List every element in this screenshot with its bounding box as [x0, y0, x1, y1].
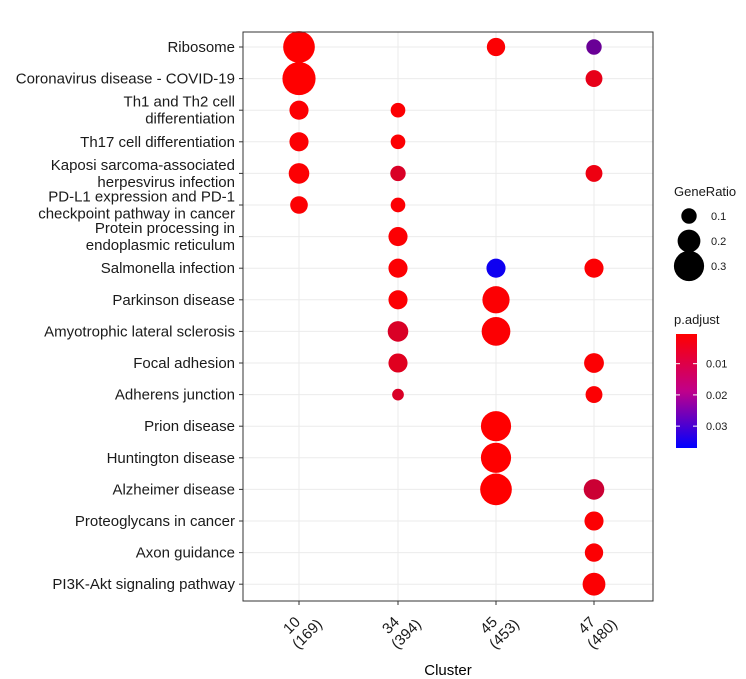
y-tick-label: Focal adhesion: [133, 355, 235, 372]
dot-ribosome-45: [486, 37, 506, 57]
y-tick-label: PI3K-Akt signaling pathway: [52, 576, 235, 593]
y-tick-label-line: Prion disease: [144, 418, 235, 435]
dot-th1th2-34: [390, 102, 406, 118]
dot-kaposi-34: [390, 165, 406, 182]
dot-pdl1-34: [390, 197, 406, 213]
y-tick-label-line: Axon guidance: [136, 545, 235, 562]
color-legend-label: 0.01: [706, 359, 727, 371]
y-tick-label-line: Kaposi sarcoma-associated: [51, 157, 235, 174]
y-tick-label-line: Th17 cell differentiation: [80, 134, 235, 151]
y-tick-label: Th17 cell differentiation: [80, 134, 235, 151]
dot-covid-10: [282, 62, 316, 96]
size-legend-key: [681, 208, 697, 224]
dot-th17-10: [289, 132, 309, 152]
dot-ribosome-10: [283, 31, 315, 63]
dot-parkinson-45: [482, 286, 510, 314]
y-tick-label: Prion disease: [144, 418, 235, 435]
dot-adherens-47: [585, 386, 603, 404]
dot-salmonella-34: [388, 258, 408, 278]
y-tick-label-line: checkpoint pathway in cancer: [38, 206, 235, 223]
dot-alzheimer-45: [480, 473, 512, 506]
dot-proteoglycans-47: [584, 511, 604, 531]
y-tick-label-line: Parkinson disease: [112, 292, 235, 309]
dot-axon-47: [584, 543, 604, 562]
color-legend-label: 0.03: [706, 421, 727, 433]
y-tick-label-line: Salmonella infection: [101, 260, 235, 277]
data-points: [282, 31, 606, 596]
size-legend-key: [673, 250, 705, 282]
color-legend-label: 0.02: [706, 390, 727, 402]
y-tick-label-line: Focal adhesion: [133, 355, 235, 372]
y-tick-label: Alzheimer disease: [112, 481, 235, 498]
dot-parkinson-34: [388, 290, 408, 310]
y-tick-label: Salmonella infection: [101, 260, 235, 277]
y-tick-label-line: Proteoglycans in cancer: [75, 513, 235, 530]
y-tick-label-line: differentiation: [145, 111, 235, 128]
dot-prion-45: [480, 411, 512, 442]
dot-als-45: [481, 317, 511, 346]
dot-alzheimer-47: [583, 479, 605, 500]
y-tick-label-line: PI3K-Akt signaling pathway: [52, 576, 235, 593]
size-legend-key: [677, 229, 701, 253]
y-tick-label: PD-L1 expression and PD-1 checkpoint path…: [38, 189, 235, 223]
y-tick-label: Protein processing in endoplasmic reticul…: [86, 220, 235, 254]
size-legend-title: GeneRatio: [674, 184, 736, 199]
dot-pi3k-47: [582, 572, 606, 596]
dot-pdl1-10: [290, 196, 308, 214]
size-legend-label: 0.3: [711, 261, 726, 273]
y-tick-label-line: Ribosome: [167, 39, 235, 56]
y-tick-label-line: Protein processing in: [95, 220, 235, 237]
y-tick-label-line: herpesvirus infection: [97, 174, 235, 191]
y-tick-label: Axon guidance: [136, 545, 235, 562]
y-tick-label: Th1 and Th2 cell differentiation: [124, 94, 235, 128]
dot-covid-47: [585, 70, 603, 88]
y-tick-label: Coronavirus disease - COVID-19: [16, 71, 235, 88]
y-tick-label-line: Alzheimer disease: [112, 481, 235, 498]
y-tick-label-line: Adherens junction: [115, 387, 235, 404]
y-tick-label-line: PD-L1 expression and PD-1: [48, 189, 235, 206]
dot-kaposi-47: [585, 164, 603, 182]
dot-salmonella-45: [486, 258, 506, 278]
y-tick-label: Proteoglycans in cancer: [75, 513, 235, 530]
y-tick-label-line: Amyotrophic lateral sclerosis: [44, 323, 235, 340]
size-legend-label: 0.2: [711, 236, 726, 248]
dot-adherens-34: [392, 388, 404, 401]
dot-salmonella-47: [584, 258, 604, 278]
y-tick-label: Adherens junction: [115, 387, 235, 404]
dot-huntington-45: [480, 442, 512, 473]
y-tick-label-line: Th1 and Th2 cell: [124, 94, 235, 111]
y-tick-label: Huntington disease: [107, 450, 235, 467]
color-legend-bar: [676, 334, 697, 448]
dot-focal-47: [584, 353, 604, 373]
x-axis-title: Cluster: [424, 662, 472, 679]
dot-th17-34: [390, 134, 406, 150]
size-legend-label: 0.1: [711, 211, 726, 223]
y-tick-label-line: Huntington disease: [107, 450, 235, 467]
dot-focal-34: [388, 353, 408, 373]
dot-kaposi-10: [288, 163, 310, 184]
plot-panel-border: [242, 31, 654, 602]
y-tick-label: Amyotrophic lateral sclerosis: [44, 323, 235, 340]
color-legend-title: p.adjust: [674, 312, 720, 327]
y-tick-label: Parkinson disease: [112, 292, 235, 309]
legends: GeneRatio 0.1 0.2 0.3 p.adjust 0.01 0.02 0.03: [673, 184, 736, 448]
y-tick-label: Kaposi sarcoma-associated herpesvirus inf…: [51, 157, 235, 191]
dot-th1th2-10: [289, 100, 309, 120]
dot-ribosome-47: [586, 39, 602, 55]
y-tick-label: Ribosome: [167, 39, 235, 56]
dot-als-34: [387, 321, 409, 342]
dot-protein_er-34: [388, 227, 408, 247]
y-tick-label-line: endoplasmic reticulum: [86, 237, 235, 254]
y-tick-label-line: Coronavirus disease - COVID-19: [16, 71, 235, 88]
